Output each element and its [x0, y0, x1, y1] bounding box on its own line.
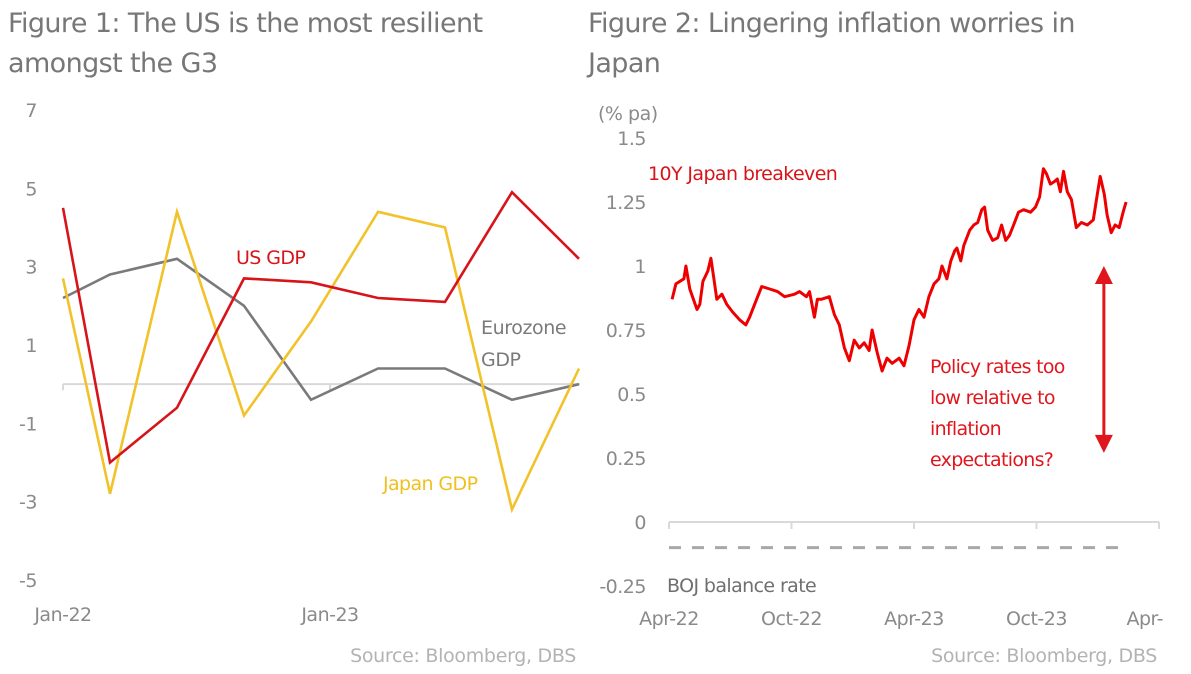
figure2-x-tick-label: Oct-22: [761, 608, 822, 630]
figure2-y-tick-label: 1.5: [617, 128, 646, 150]
figure2-chart: (% pa) 1.5 1.25 1 0.75 0.5 0.25 0 -0.25 Apr-22 O…: [598, 103, 1164, 667]
figure1-y-tick-label: 7: [25, 100, 37, 122]
figure1-y-tick-label: -3: [19, 492, 37, 514]
figure2-source: Source: Bloomberg, DBS: [931, 645, 1157, 667]
figure2-y-tick-label: 1.25: [606, 192, 646, 214]
figure2-x-tick-label: Oct-23: [1006, 608, 1067, 630]
figure2-title: Figure 2: Lingering inflation worries in…: [588, 8, 1076, 79]
figure2-x-tick-label: Apr-23: [884, 608, 944, 630]
figure2-series: [669, 167, 1129, 550]
figure2-y-tick-label: 0.25: [606, 448, 646, 470]
japan-gdp-label: Japan GDP: [382, 473, 478, 495]
breakeven-label: 10Y Japan breakeven: [648, 163, 837, 185]
annotation-line-1: Policy rates too: [930, 356, 1065, 378]
figure1-x-tick-label: Jan-23: [300, 604, 358, 626]
figure1-y-tick-label: 5: [25, 178, 37, 200]
figure2-y-axis: 1.5 1.25 1 0.75 0.5 0.25 0 -0.25: [599, 128, 646, 598]
us-gdp-label: US GDP: [236, 247, 305, 269]
figure1-y-tick-label: 3: [25, 257, 37, 279]
figure2-y-tick-label: 0: [634, 512, 646, 534]
annotation-line-3: inflation: [930, 418, 1001, 440]
figure1-x-tick-label: Jan-22: [33, 604, 91, 626]
figure2-x-tick-label: Apr-22: [639, 608, 699, 630]
arrow-head-down: [1094, 434, 1113, 453]
figure1-x-axis: Jan-22 Jan-23: [33, 383, 580, 626]
figure1-y-tick-label: 1: [25, 335, 37, 357]
eurozone-gdp-label-line2: GDP: [481, 349, 521, 371]
figure2-y-tick-label: 1: [634, 256, 646, 278]
figure2-x-tick-label: Apr-: [1126, 608, 1163, 630]
series-line-10y-japan-breakeven: [670, 167, 1128, 373]
annotation-line-4: expectations?: [930, 449, 1053, 471]
figure2-x-axis: Apr-22 Oct-22 Apr-23 Oct-23 Apr-: [639, 521, 1164, 630]
eurozone-gdp-label-line1: Eurozone: [481, 317, 566, 339]
annotation-line-2: low relative to: [930, 387, 1055, 409]
arrow-head-up: [1094, 266, 1113, 284]
figure2-y-tick-label: 0.75: [606, 320, 646, 342]
figure1-y-tick-label: -5: [19, 570, 37, 592]
figure2-y-tick-label: 0.5: [617, 384, 646, 406]
figure1-series: [61, 190, 581, 514]
boj-rate-label: BOJ balance rate: [667, 575, 816, 597]
figure1-y-tick-label: -1: [19, 413, 37, 435]
double-arrow-icon: [1094, 266, 1113, 453]
figure2-y-unit-label: (% pa): [598, 103, 658, 125]
figure1-source: Source: Bloomberg, DBS: [350, 645, 576, 667]
figure2-y-tick-label: -0.25: [599, 576, 646, 598]
figure1-y-axis: 7 5 3 1 -1 -3 -5: [19, 100, 37, 592]
figure1-title: Figure 1: The US is the most resilient a…: [8, 8, 483, 79]
